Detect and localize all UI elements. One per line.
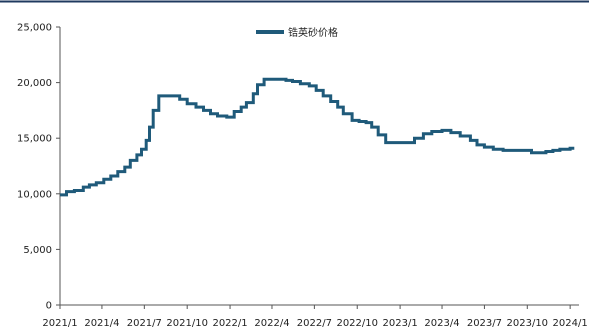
x-tick-label: 2022/10 (336, 318, 378, 329)
y-axis-ticks: 0 5,000 10,000 15,000 20,000 25,000 (17, 23, 60, 312)
x-axis-ticks: 2021/1 2021/4 2021/7 2021/10 2022/1 2022/4 202… (42, 305, 588, 329)
y-tick-label: 15,000 (17, 134, 52, 145)
y-tick-label: 25,000 (17, 23, 52, 34)
x-tick-label: 2022/4 (254, 318, 289, 329)
legend-label: 锆英砂价格 (288, 26, 338, 39)
x-tick-label: 2021/7 (127, 318, 162, 329)
y-tick-label: 0 (46, 301, 52, 312)
y-tick-label: 5,000 (23, 245, 52, 256)
x-tick-label: 2021/1 (42, 318, 77, 329)
x-tick-label: 2023/4 (424, 318, 459, 329)
series-line-0 (60, 77, 575, 197)
x-tick-label: 2021/10 (166, 318, 208, 329)
x-tick-label: 2024/1 (553, 318, 588, 329)
x-tick-label: 2021/4 (84, 318, 119, 329)
legend: 锆英砂价格 (256, 26, 338, 39)
x-tick-label: 2022/7 (297, 318, 332, 329)
x-tick-label: 2022/1 (212, 318, 247, 329)
series-layer (60, 77, 575, 197)
x-tick-label: 2023/7 (467, 318, 502, 329)
y-tick-label: 20,000 (17, 78, 52, 89)
x-tick-label: 2023/1 (383, 318, 418, 329)
y-tick-label: 10,000 (17, 189, 52, 200)
x-tick-label: 2023/10 (507, 318, 549, 329)
